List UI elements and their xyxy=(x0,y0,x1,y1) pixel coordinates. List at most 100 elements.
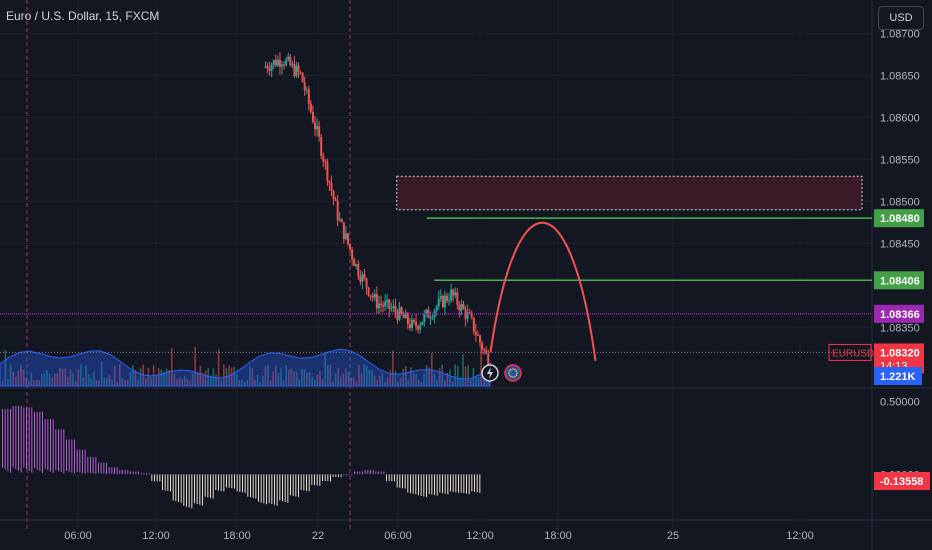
volume-bar xyxy=(376,380,378,386)
volume-bar xyxy=(41,374,43,386)
volume-bar xyxy=(459,377,462,386)
candle-body xyxy=(431,317,434,319)
candle-body xyxy=(377,303,380,309)
histogram-bar xyxy=(364,470,366,474)
time-tick-label: 25 xyxy=(667,530,679,542)
histogram-bar xyxy=(239,474,241,492)
histogram-bar xyxy=(130,471,131,475)
histogram-bar xyxy=(316,474,318,486)
histogram-bar xyxy=(463,474,465,494)
volume-bar xyxy=(59,367,61,386)
candle-body xyxy=(462,304,465,309)
histogram-bar xyxy=(127,470,129,475)
candle-body xyxy=(421,321,424,325)
candle-body xyxy=(274,60,277,66)
volume-bar xyxy=(386,377,389,386)
volume-bar xyxy=(243,381,246,386)
candle-body xyxy=(289,56,292,66)
volume-bar xyxy=(394,370,397,386)
volume-bar xyxy=(30,372,33,386)
histogram-bar xyxy=(106,462,107,475)
histogram-bar xyxy=(402,474,403,489)
volume-bar xyxy=(366,365,368,386)
volume-bar xyxy=(477,377,480,386)
volume-bar xyxy=(168,369,170,386)
histogram-bar xyxy=(468,474,470,495)
currency-button[interactable]: USD xyxy=(878,6,924,30)
candle-body xyxy=(384,301,387,307)
volume-bar xyxy=(256,374,259,386)
histogram-bar xyxy=(391,474,393,482)
symbol-tag: EURUSD xyxy=(832,348,874,359)
time-tick-label: 12:00 xyxy=(466,530,494,542)
histogram-bar xyxy=(231,474,233,489)
histogram-bar xyxy=(79,449,81,473)
histogram-bar xyxy=(290,474,291,496)
volume-bars xyxy=(0,345,491,387)
volume-bar xyxy=(230,367,233,386)
volume-bar xyxy=(433,373,436,386)
volume-bar xyxy=(103,377,105,386)
volume-bar xyxy=(108,374,111,386)
candle-body xyxy=(483,349,486,351)
histogram-bar xyxy=(330,474,331,482)
candle-body xyxy=(347,233,349,244)
volume-bar xyxy=(321,378,324,386)
volume-bar xyxy=(80,364,82,386)
histogram-bar xyxy=(71,439,73,473)
volume-bar xyxy=(74,381,77,386)
volume-bar xyxy=(25,377,27,386)
histogram-bar xyxy=(95,456,97,474)
candle-body xyxy=(268,69,271,71)
volume-bar xyxy=(134,370,137,386)
volume-bar xyxy=(397,381,399,386)
volume-bar xyxy=(405,366,407,386)
flag-star xyxy=(510,368,512,371)
candle-body xyxy=(392,306,395,309)
candle-body xyxy=(324,161,327,163)
flag-star xyxy=(510,375,512,378)
candle-body xyxy=(351,249,354,260)
histogram-bar xyxy=(188,474,190,508)
histogram-bar xyxy=(183,474,185,506)
histogram-bar xyxy=(311,474,313,485)
volume-bar xyxy=(106,377,108,386)
candle-body xyxy=(301,72,304,83)
candle-body xyxy=(334,199,337,201)
volume-bar xyxy=(431,352,433,386)
candle-body xyxy=(355,264,358,266)
volume-bar xyxy=(199,365,202,386)
volume-bar xyxy=(82,377,85,386)
candle-body xyxy=(435,306,438,311)
candle-body xyxy=(448,300,451,302)
volume-bar xyxy=(20,364,22,386)
histogram-bar xyxy=(34,411,35,469)
time-tick-label: 12:00 xyxy=(786,530,814,542)
candle-body xyxy=(485,350,488,354)
last-price-tag: 1.08320 xyxy=(880,347,920,359)
volume-bar xyxy=(207,367,209,386)
volume-bar xyxy=(77,369,79,386)
flag-star xyxy=(516,372,518,374)
volume-tag: 1.221K xyxy=(880,371,916,383)
volume-bar xyxy=(379,375,381,386)
candle-body xyxy=(429,317,432,319)
volume-bar xyxy=(295,371,298,386)
candle-body xyxy=(419,324,422,330)
histogram-bar xyxy=(111,467,113,474)
volume-bar xyxy=(332,381,334,386)
histogram-bar xyxy=(426,474,427,498)
candle-body xyxy=(303,82,306,91)
histogram-bar xyxy=(471,474,473,492)
volume-bar xyxy=(467,365,469,386)
volume-bar xyxy=(93,371,95,386)
candle-body xyxy=(293,63,296,76)
histogram-bar xyxy=(399,474,401,488)
volume-bar xyxy=(173,373,176,386)
histogram-bar xyxy=(119,470,121,474)
candle-body xyxy=(307,89,310,104)
volume-bar xyxy=(113,366,116,386)
symbol-title[interactable]: Euro / U.S. Dollar, 15, FXCM xyxy=(6,9,160,23)
histogram-bar xyxy=(338,474,339,478)
